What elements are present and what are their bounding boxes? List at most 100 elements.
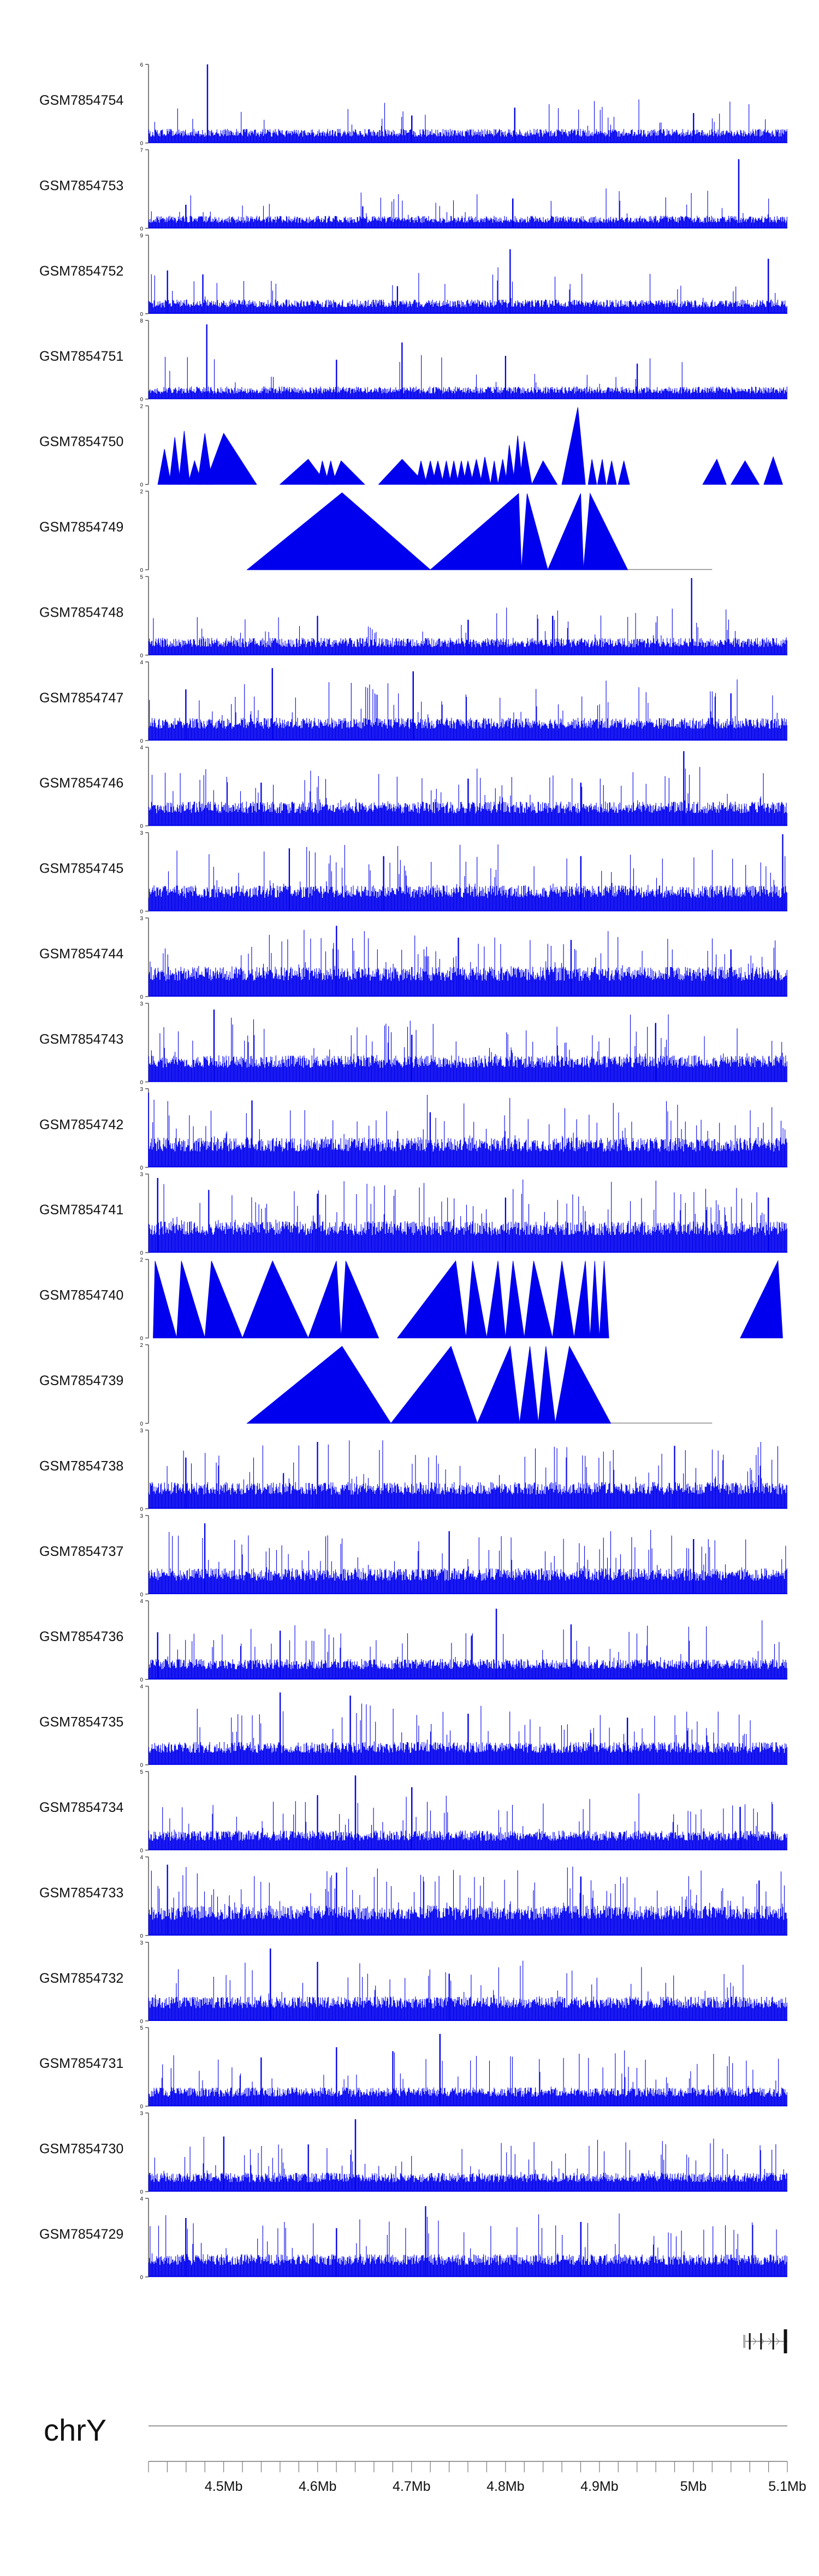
track-label: GSM7854745 (39, 861, 123, 876)
coverage-peak (599, 1261, 609, 1339)
y-max-label: 8 (140, 318, 143, 324)
coverage-signal (148, 64, 787, 143)
track-label: GSM7854742 (39, 1117, 123, 1132)
coverage-peak (341, 1261, 379, 1339)
coverage-peak (531, 460, 558, 485)
y-max-label: 4 (140, 1684, 143, 1690)
y-min-label: 0 (140, 2104, 143, 2110)
coverage-signal (148, 159, 787, 229)
y-min-label: 0 (140, 226, 143, 232)
coverage-peak (242, 1260, 309, 1339)
coverage-peak (587, 459, 597, 485)
coverage-peak (456, 461, 467, 485)
coverage-peak (331, 460, 365, 485)
track-GSM7854740: GSM7854740 2 0 (39, 1257, 783, 1342)
genome-axis: 4.5Mb 4.6Mb 4.7Mb 4.8Mb 4.9Mb 5Mb 5.1Mb (148, 2461, 806, 2494)
coverage-peak (441, 461, 452, 485)
coverage-peak (169, 437, 181, 485)
track-label: GSM7854744 (39, 946, 123, 962)
y-max-label: 5 (140, 2025, 143, 2031)
coverage-signal (148, 834, 787, 911)
y-max-label: 4 (140, 2196, 143, 2202)
y-max-label: 2 (140, 404, 143, 410)
coverage-peak (702, 458, 727, 485)
track-label: GSM7854732 (39, 1971, 123, 1986)
gene-feature (743, 2329, 788, 2353)
y-min-label: 0 (140, 824, 143, 830)
coverage-signal (148, 2206, 787, 2277)
y-min-label: 0 (140, 1421, 143, 1427)
y-min-label: 0 (140, 397, 143, 403)
track-label: GSM7854753 (39, 178, 123, 193)
coverage-signal (148, 1864, 787, 1936)
gene-exon (760, 2333, 762, 2350)
coverage-signal (148, 1775, 787, 1850)
coverage-peak (607, 461, 617, 485)
y-max-label: 6 (140, 62, 143, 68)
y-max-label: 9 (140, 233, 143, 239)
track-GSM7854737: GSM7854737 3 0 (39, 1513, 787, 1598)
strand-arrow (768, 2338, 773, 2345)
coverage-peak (730, 460, 760, 485)
coverage-peak (153, 1261, 177, 1339)
coverage-peak (505, 1261, 525, 1339)
genome-axis-label: 4.5Mb (205, 2479, 242, 2494)
coverage-peak (390, 1345, 478, 1424)
track-label: GSM7854741 (39, 1202, 123, 1218)
y-min-label: 0 (140, 1506, 143, 1512)
coverage-peak (429, 493, 522, 570)
y-max-label: 2 (140, 489, 143, 495)
track-label: GSM7854754 (39, 93, 123, 108)
y-min-label: 0 (140, 312, 143, 318)
coverage-signal (148, 1692, 787, 1765)
gene-exon (784, 2329, 787, 2353)
coverage-signal (148, 2119, 787, 2192)
coverage-peak (466, 1261, 488, 1339)
coverage-signal (148, 1093, 787, 1167)
coverage-signal (148, 2034, 787, 2107)
track-label: GSM7854749 (39, 520, 123, 535)
strand-arrow (752, 2338, 757, 2345)
track-GSM7854739: GSM7854739 2 0 (39, 1343, 713, 1427)
track-GSM7854745: GSM7854745 3 0 (39, 831, 787, 915)
coverage-peak (378, 458, 426, 485)
track-label: GSM7854743 (39, 1031, 123, 1047)
coverage-peak (763, 456, 784, 485)
track-GSM7854733: GSM7854733 4 0 (39, 1855, 787, 1939)
track-label: GSM7854739 (39, 1373, 123, 1388)
track-label: GSM7854730 (39, 2142, 123, 2157)
track-GSM7854744: GSM7854744 3 0 (39, 916, 787, 1000)
coverage-peak (573, 1261, 591, 1339)
coverage-peak (246, 1346, 391, 1424)
track-GSM7854749: GSM7854749 2 0 (39, 489, 713, 574)
track-label: GSM7854735 (39, 1715, 123, 1730)
track-label: GSM7854751 (39, 349, 123, 364)
coverage-signal (148, 751, 787, 826)
track-GSM7854743: GSM7854743 3 0 (39, 1001, 787, 1086)
y-max-label: 4 (140, 660, 143, 666)
y-max-label: 3 (140, 1513, 143, 1519)
y-max-label: 3 (140, 1087, 143, 1093)
track-GSM7854752: GSM7854752 9 0 (39, 233, 787, 318)
y-max-label: 5 (140, 1769, 143, 1775)
coverage-peak (561, 407, 586, 485)
coverage-peak (538, 1346, 556, 1424)
y-max-label: 4 (140, 1599, 143, 1605)
y-min-label: 0 (140, 2019, 143, 2025)
y-max-label: 5 (140, 574, 143, 580)
coverage-signal (148, 668, 787, 741)
coverage-peak (497, 459, 508, 485)
y-min-label: 0 (140, 1250, 143, 1256)
coverage-peak (583, 492, 628, 570)
coverage-signal (148, 1523, 787, 1594)
track-GSM7854753: GSM7854753 7 0 (39, 147, 787, 232)
y-min-label: 0 (140, 2275, 143, 2281)
track-GSM7854732: GSM7854732 3 0 (39, 1940, 787, 2025)
genome-axis-label: 4.6Mb (299, 2479, 336, 2494)
coverage-peak (307, 1261, 342, 1339)
coverage-peak (317, 461, 330, 485)
coverage-peak (324, 461, 337, 485)
y-max-label: 3 (140, 2111, 143, 2117)
coverage-peak (178, 431, 191, 485)
